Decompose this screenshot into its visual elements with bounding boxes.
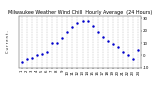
Title: Milwaukee Weather Wind Chill  Hourly Average  (24 Hours): Milwaukee Weather Wind Chill Hourly Aver…	[8, 10, 152, 15]
Text: C u r r e n t -: C u r r e n t -	[6, 30, 10, 53]
